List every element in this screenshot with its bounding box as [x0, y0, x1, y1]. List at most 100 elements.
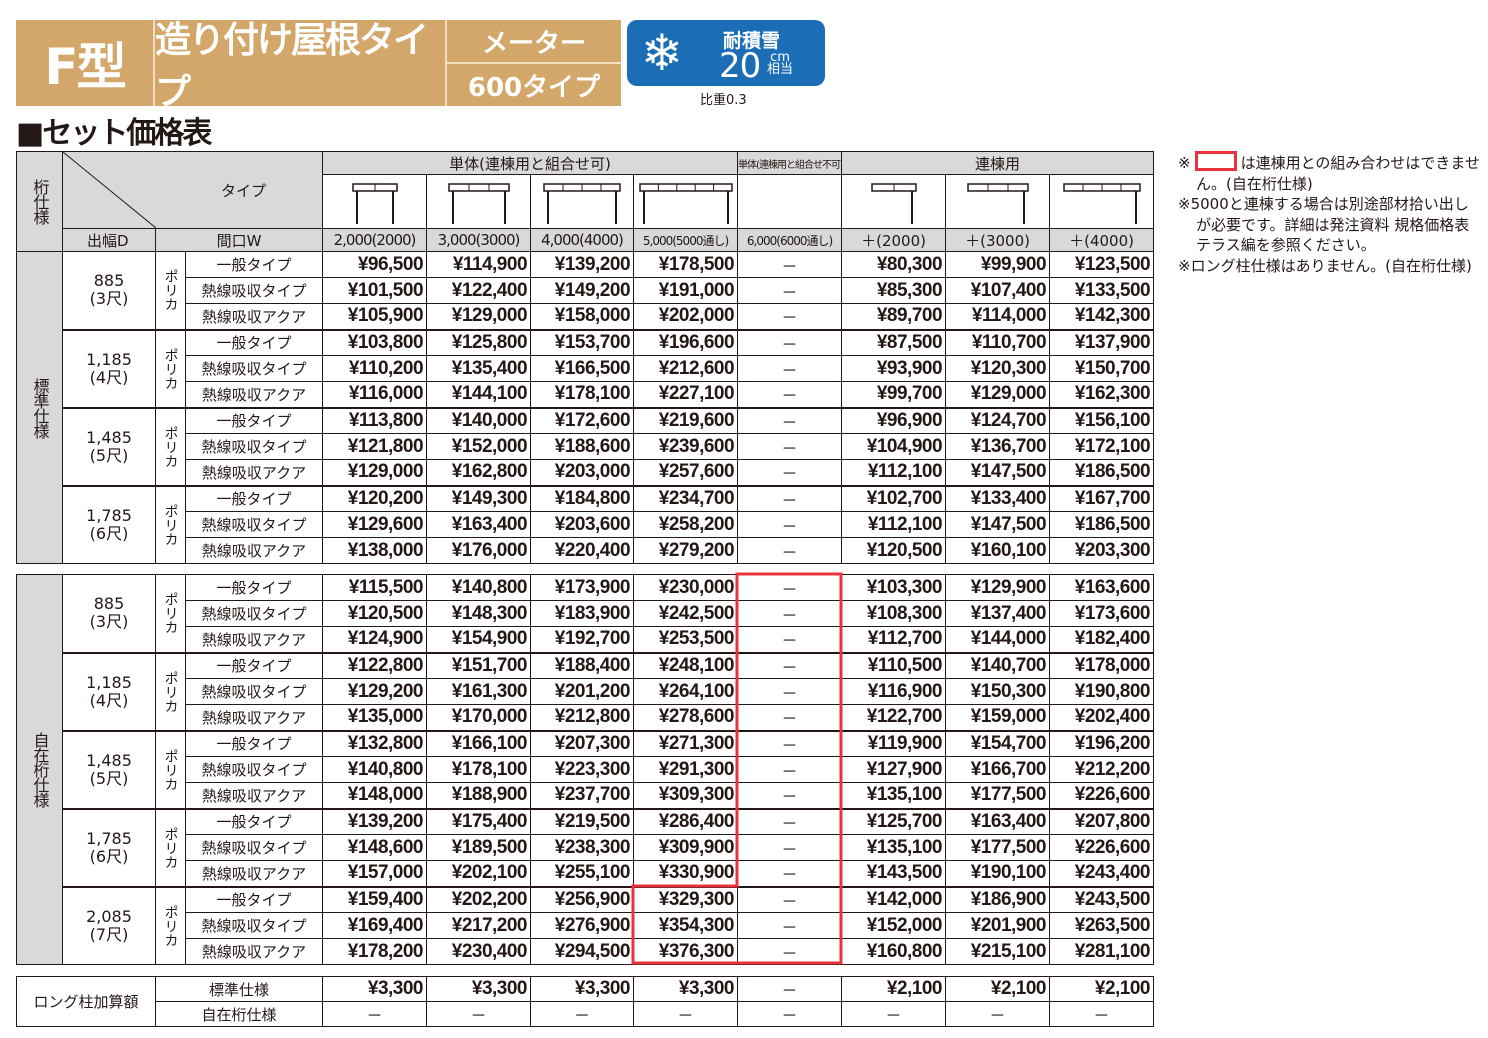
price-cell: ¥258,200	[633, 511, 739, 538]
price-cell: ¥119,900	[841, 729, 946, 757]
depth-shaku: (6尺)	[89, 846, 129, 866]
price-cell: －	[737, 885, 842, 913]
type-name: 一般タイプ	[185, 807, 323, 835]
price-cell: ¥248,100	[633, 651, 738, 679]
price-cell: ¥173,900	[530, 574, 634, 601]
price-cell: ¥189,500	[426, 834, 531, 861]
price-cell: ¥140,800	[426, 574, 531, 601]
price-cell: ¥2,100	[945, 976, 1050, 1002]
price-cell: ¥133,400	[945, 484, 1051, 512]
price-cell: ¥217,200	[426, 912, 531, 939]
price-cell: －	[737, 574, 842, 601]
price-cell: －	[426, 1001, 531, 1027]
price-cell: ¥166,100	[426, 729, 531, 757]
price-cell: ¥110,200	[322, 355, 428, 382]
table-row: 熱線吸収タイプ ¥129,200 ¥161,300 ¥201,200 ¥264,100 －…	[17, 678, 1154, 705]
depth-cell: 1,485 (5尺)	[62, 406, 156, 486]
price-cell: ¥143,500	[841, 860, 946, 887]
price-cell: ¥234,700	[633, 484, 739, 512]
type-name: 熱線吸収アクア	[184, 537, 324, 564]
snow-load-label: 耐積雪	[723, 30, 781, 52]
price-cell: ¥188,400	[530, 651, 634, 679]
type-name: 熱線吸収アクア	[185, 860, 323, 887]
width-5000: 5,000(5000通し)	[633, 228, 739, 252]
price-cell: －	[945, 1001, 1050, 1027]
price-cell: －	[737, 511, 843, 538]
price-cell: ¥108,300	[841, 600, 946, 627]
type-name: 熱線吸収アクア	[185, 938, 323, 965]
price-cell: ¥96,500	[322, 251, 428, 278]
price-cell: ¥112,700	[841, 626, 946, 653]
price-cell: －	[737, 756, 842, 783]
price-cell: ¥160,800	[841, 938, 946, 965]
type-name: 熱線吸収タイプ	[185, 600, 323, 627]
price-cell: ¥99,900	[945, 251, 1051, 278]
price-cell: ¥139,200	[530, 251, 635, 278]
depth-cell: 1,485 (5尺)	[62, 729, 156, 809]
type-name: 熱線吸収アクア	[184, 303, 324, 330]
note-2: ※5000と連棟する場合は別途部材拾い出しが必要です。詳細は発注資料 規格価格表…	[1178, 195, 1470, 254]
price-cell: －	[737, 433, 843, 460]
table-row: 自在桁仕様－－－－－－－－	[17, 1001, 1154, 1027]
type-name: 一般タイプ	[185, 651, 323, 679]
type-name: 熱線吸収タイプ	[185, 834, 323, 861]
type-name: 一般タイプ	[184, 406, 324, 434]
type-name: 一般タイプ	[185, 885, 323, 913]
table-row: 熱線吸収タイプ ¥110,200 ¥135,400 ¥166,500 ¥212,600 －…	[17, 355, 1155, 382]
price-cell: ¥113,800	[322, 406, 428, 434]
type-name: 熱線吸収タイプ	[184, 433, 324, 460]
price-cell: ¥220,400	[530, 537, 635, 564]
width-plus-3000: ＋(3000)	[945, 228, 1051, 252]
type-name: 一般タイプ	[185, 574, 323, 601]
price-cell: ¥144,000	[945, 626, 1050, 653]
material-label: ポリカ	[155, 574, 186, 653]
price-cell: －	[841, 1001, 946, 1027]
price-cell: ¥162,800	[426, 459, 532, 486]
table-row: 熱線吸収タイプ ¥169,400 ¥217,200 ¥276,900 ¥354,300 －…	[17, 912, 1154, 939]
price-table-standard: 桁仕様 タイプ 単体(連棟用と組合せ可) 単体(連棟用と組合せ不可) 連棟用 出…	[16, 151, 1155, 564]
depth-shaku: (5尺)	[89, 445, 129, 465]
price-cell: －	[737, 459, 843, 486]
type-name: 一般タイプ	[184, 328, 324, 356]
price-cell: ¥85,300	[841, 277, 947, 304]
frame-diagram-icon	[633, 174, 739, 229]
price-cell: －	[1049, 1001, 1154, 1027]
price-cell: ¥176,000	[426, 537, 532, 564]
price-cell: －	[737, 600, 842, 627]
price-cell: －	[737, 938, 842, 965]
diagonal-line	[63, 152, 157, 228]
price-cell: ¥149,300	[426, 484, 532, 512]
price-cell: ¥212,600	[633, 355, 739, 382]
price-cell: ¥203,000	[530, 459, 635, 486]
depth-shaku: (4尺)	[89, 367, 129, 387]
price-cell: ¥103,300	[841, 574, 946, 601]
depth-value: 1,485	[86, 750, 132, 770]
price-cell: －	[737, 729, 842, 757]
depth-cell: 1,185 (4尺)	[62, 651, 156, 731]
price-cell: ¥112,100	[841, 459, 947, 486]
red-box-legend	[1194, 151, 1237, 171]
material-label: ポリカ	[155, 328, 186, 408]
price-cell: ¥129,200	[322, 678, 427, 705]
material-label: ポリカ	[155, 807, 186, 887]
section-label: 標準仕様	[16, 251, 63, 564]
note-1: ※ は連棟用との組み合わせはできません。(自在桁仕様)	[1178, 151, 1483, 194]
type-name: 熱線吸収アクア	[185, 626, 323, 653]
price-cell: ¥122,700	[841, 704, 946, 731]
type-header: タイプ	[221, 182, 267, 200]
price-cell: ¥167,700	[1049, 484, 1155, 512]
group-connected: 連棟用	[841, 151, 1155, 175]
type-name: 一般タイプ	[184, 484, 324, 512]
type-name: 熱線吸収タイプ	[185, 912, 323, 939]
long-pillar-label: ロング柱加算額	[16, 976, 156, 1027]
depth-shaku: (3尺)	[89, 289, 129, 309]
price-cell: ¥212,200	[1049, 756, 1154, 783]
price-cell: ¥112,100	[841, 511, 947, 538]
price-cell: ¥186,500	[1049, 511, 1155, 538]
snow-load-value: 20	[719, 46, 761, 86]
price-cell: ¥175,400	[426, 807, 531, 835]
price-cell: ¥178,500	[633, 251, 739, 278]
group-single-noncombinable: 単体(連棟用と組合せ不可)	[737, 151, 843, 175]
depth-shaku: (4尺)	[89, 690, 129, 710]
width-2000: 2,000(2000)	[322, 228, 428, 252]
